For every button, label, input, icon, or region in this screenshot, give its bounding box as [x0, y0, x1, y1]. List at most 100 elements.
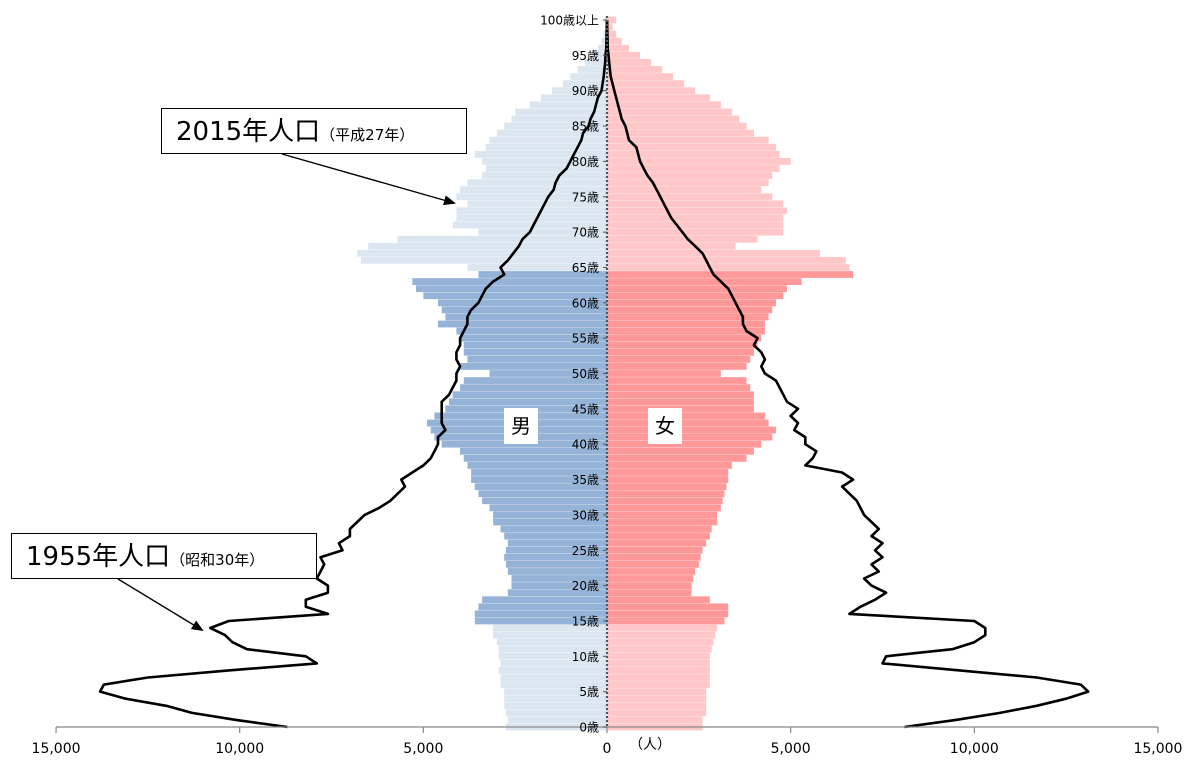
bar-2015-female-age-87 [607, 108, 732, 116]
bar-2015-female-age-84 [607, 129, 754, 137]
bar-2015-female-age-25 [607, 546, 703, 554]
bar-2015-female-age-68 [607, 242, 736, 250]
bar-2015-female-age-90 [607, 87, 696, 95]
bar-2015-male-age-51 [460, 363, 607, 370]
bar-2015-female-age-61 [607, 292, 784, 300]
bar-2015-male-age-46 [449, 398, 607, 406]
bar-2015-male-age-86 [511, 115, 607, 123]
bar-2015-male-age-7 [500, 674, 607, 681]
bar-2015-male-age-79 [485, 165, 607, 172]
bar-2015-female-age-76 [607, 186, 762, 194]
bar-2015-male-age-26 [507, 539, 607, 547]
bar-2015-male-age-83 [489, 136, 607, 144]
bar-2015-male-age-76 [460, 186, 607, 194]
bar-2015-female-age-75 [607, 193, 773, 201]
bar-2015-female-age-35 [607, 476, 729, 483]
bar-2015-female-age-88 [607, 101, 721, 109]
bar-2015-male-age-52 [467, 355, 607, 363]
bar-2015-female-age-60 [607, 299, 776, 307]
bar-2015-female-age-11 [607, 645, 712, 653]
age-label-50: 50歳 [572, 367, 599, 381]
bar-2015-male-age-27 [504, 532, 607, 540]
bar-2015-female-age-8 [607, 667, 710, 674]
bar-2015-male-age-84 [496, 129, 607, 137]
line-1955-male [98, 19, 609, 729]
bar-2015-male-age-48 [460, 384, 607, 392]
bar-2015-female-age-7 [607, 674, 710, 681]
bar-2015-male-age-25 [505, 546, 607, 554]
bar-2015-female-age-33 [607, 490, 725, 498]
bar-2015-female-age-13 [607, 631, 716, 639]
bar-2015-female-age-71 [607, 221, 784, 229]
age-label-15: 15歳 [572, 614, 599, 628]
bar-2015-female-age-2 [607, 709, 707, 717]
bar-2015-male-age-87 [515, 108, 607, 116]
bar-2015-female-age-23 [607, 560, 699, 568]
bar-2015-female-age-4 [607, 695, 707, 703]
bar-2015-female-age-16 [607, 610, 729, 618]
bar-2015-male-age-28 [500, 525, 607, 533]
bar-2015-male-age-23 [505, 560, 607, 568]
bar-2015-male-age-85 [504, 122, 607, 130]
bar-2015-female-age-99 [607, 23, 613, 31]
bar-2015-male-age-71 [452, 221, 607, 229]
bar-2015-male-age-30 [493, 511, 607, 519]
x-tick-label: 10,000 [950, 741, 999, 757]
bar-2015-female-age-55 [607, 334, 762, 342]
bar-2015-male-age-17 [478, 603, 607, 611]
bar-2015-female-age-74 [607, 200, 784, 208]
bar-2015-female-age-29 [607, 518, 718, 526]
bar-2015-female-age-85 [607, 122, 747, 130]
bar-2015-female-age-70 [607, 228, 784, 236]
bar-2015-female-age-30 [607, 511, 718, 519]
bar-2015-male-age-90 [551, 87, 607, 95]
axes [55, 16, 1159, 733]
bar-2015-female-age-59 [607, 306, 773, 314]
x-tick-label: 5,000 [403, 741, 443, 757]
bar-2015-female-age-49 [607, 377, 747, 384]
bar-2015-female-age-26 [607, 539, 707, 547]
bar-2015-female-age-24 [607, 553, 701, 561]
bar-2015-male-age-81 [474, 150, 607, 158]
bar-2015-male-age-38 [463, 454, 607, 462]
bar-2015-male-age-91 [562, 80, 607, 88]
bar-2015-female-age-10 [607, 652, 710, 660]
bar-2015-female-age-5 [607, 688, 707, 696]
bar-2015-male-age-93 [577, 66, 607, 73]
line-1955-female [605, 19, 1090, 729]
bar-2015-female-age-54 [607, 341, 758, 349]
bar-2015-male-age-63 [412, 278, 607, 285]
x-unit-label: （人） [629, 737, 671, 753]
bar-2015-male-age-59 [441, 306, 607, 314]
bar-2015-female-age-17 [607, 603, 729, 611]
age-label-0: 0歳 [579, 721, 599, 735]
bar-2015-female-age-14 [607, 624, 718, 632]
bar-2015-male-age-75 [456, 193, 607, 201]
bar-2015-male-age-47 [452, 391, 607, 399]
bar-2015-female-age-94 [607, 59, 652, 66]
bar-2015-male-age-67 [357, 249, 607, 257]
bar-2015-male-age-55 [460, 334, 607, 342]
bar-2015-male-age-15 [474, 617, 607, 625]
bar-2015-female-age-39 [607, 447, 754, 455]
bar-2015-female-age-92 [607, 73, 674, 80]
bar-2015-female-age-66 [607, 256, 846, 264]
bar-2015-female-age-69 [607, 235, 758, 243]
bar-2015-female-age-41 [607, 433, 773, 441]
bar-2015-female-age-48 [607, 384, 751, 392]
callout-1955: 1955年人口（昭和30年） [11, 533, 317, 579]
bar-2015-male-age-96 [597, 44, 607, 52]
bar-2015-female-age-64 [607, 271, 854, 278]
age-label-100: 100歳以上 [540, 14, 599, 28]
bar-2015-male-age-14 [493, 624, 607, 632]
bar-2015-female-age-57 [607, 320, 765, 328]
bar-2015-female-age-6 [607, 681, 710, 688]
bar-2015-female-age-82 [607, 143, 776, 151]
bar-2015-male-age-53 [463, 348, 607, 356]
bar-2015-male-age-39 [460, 447, 607, 455]
bar-2015-female-age-28 [607, 525, 712, 533]
bar-2015-male-age-20 [511, 582, 607, 589]
age-label-30: 30歳 [572, 508, 599, 522]
bar-2015-female-age-98 [607, 30, 617, 38]
